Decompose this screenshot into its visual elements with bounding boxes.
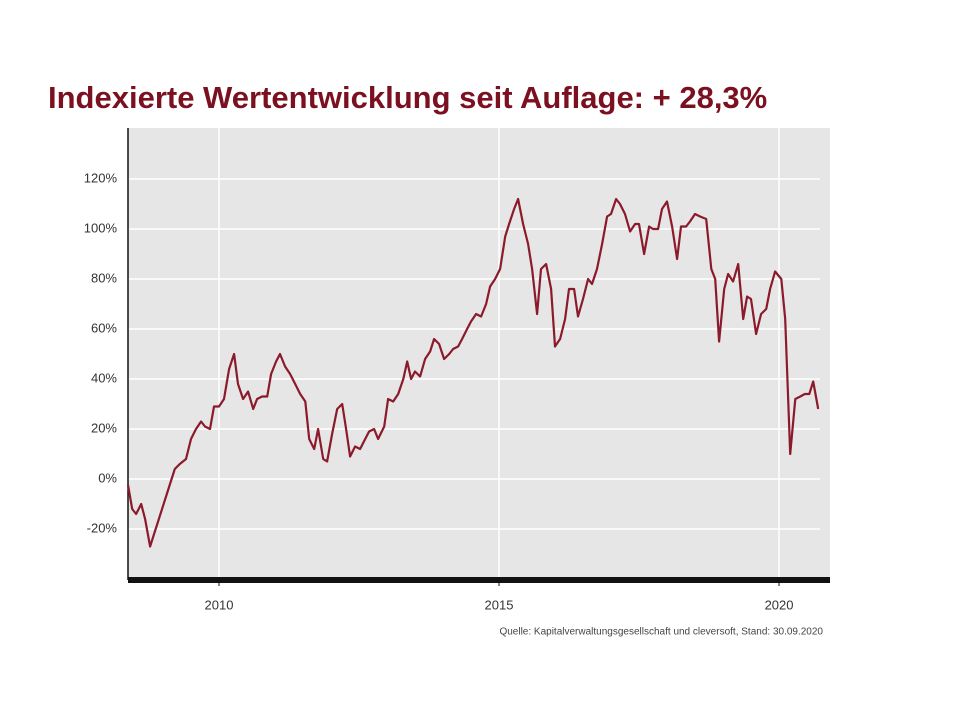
y-tick-label: -20% [87,520,118,535]
x-tick-label: 2010 [205,597,234,612]
plot-area [128,128,830,580]
y-tick-label: 40% [91,370,117,385]
y-tick-label: 80% [91,270,117,285]
chart-title: Indexierte Wertentwicklung seit Auflage:… [48,80,767,115]
y-tick-label: 0% [98,470,117,485]
y-tick-label: 60% [91,320,117,335]
x-tick-label: 2015 [485,597,514,612]
y-tick-label: 100% [84,220,118,235]
source-note: Quelle: Kapitalverwaltungsgesellschaft u… [499,627,823,638]
y-tick-label: 120% [84,170,118,185]
data-line [126,197,820,548]
y-tick-label: 20% [91,420,117,435]
x-tick-label: 2020 [765,597,794,612]
